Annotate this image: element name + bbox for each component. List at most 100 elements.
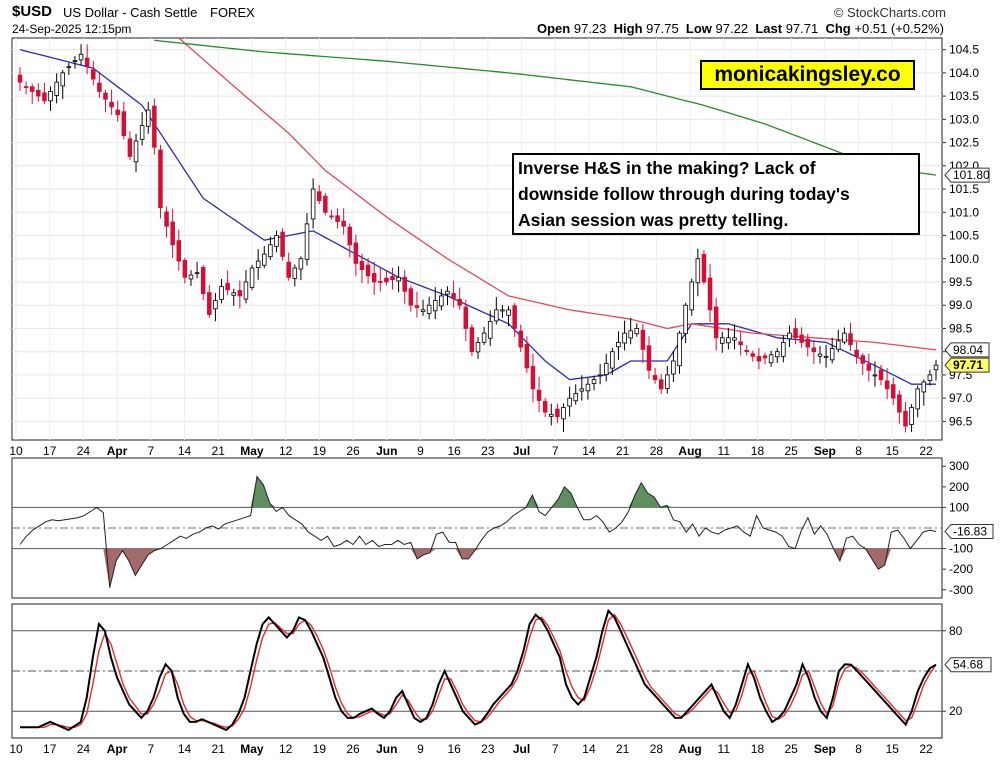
x-axis-label-bottom: 14	[178, 742, 192, 756]
candle-body	[255, 260, 261, 269]
x-axis-label-bottom: 9	[417, 742, 424, 756]
stochastic-k-line	[20, 608, 937, 732]
x-axis-label-bottom: Apr	[107, 742, 128, 756]
candle-body	[768, 354, 774, 364]
candle-body	[72, 60, 78, 62]
x-axis-label-bottom: 28	[650, 742, 664, 756]
candle-body	[152, 105, 157, 148]
stochastic-value-tag	[944, 657, 992, 673]
provider-credit[interactable]: © StockCharts.com	[833, 5, 946, 20]
x-axis-label: 9	[417, 444, 424, 458]
price-value-tag-label: 98.04	[953, 343, 983, 357]
candle-body	[756, 355, 762, 362]
exchange-label: FOREX	[210, 5, 255, 20]
candle-body	[658, 379, 664, 390]
candle-body	[91, 69, 96, 80]
candle-body	[695, 258, 701, 284]
x-axis-label-bottom: 10	[9, 742, 23, 756]
candle-body	[671, 360, 676, 375]
cci-tick-label: 300	[949, 459, 969, 473]
candle-body	[396, 276, 401, 282]
candle-body	[683, 304, 688, 334]
x-axis-label-bottom: 15	[886, 742, 900, 756]
x-axis-label: 19	[313, 444, 327, 458]
candle-body	[243, 281, 249, 300]
last-label: Last	[755, 21, 783, 36]
chart-date: 24-Sep-2025 12:15pm	[12, 22, 132, 36]
x-axis-label: 25	[785, 444, 799, 458]
price-panel-frame	[11, 37, 943, 441]
x-axis-label: 16	[447, 444, 461, 458]
x-axis-label: 15	[886, 444, 900, 458]
price-value-tag-label: 97.71	[953, 358, 983, 372]
candle-body	[506, 309, 511, 316]
candle-body	[378, 281, 383, 283]
x-axis-label: 22	[919, 444, 933, 458]
x-axis-label: 14	[582, 444, 596, 458]
x-axis-label: 14	[178, 444, 192, 458]
candle-body	[414, 305, 420, 308]
candle-body	[286, 261, 291, 278]
candle-body	[48, 91, 53, 102]
cci-oversold-fill	[20, 548, 936, 588]
candle-body	[329, 215, 334, 218]
change-label: Chg	[825, 21, 851, 36]
price-tick-label: 96.5	[949, 414, 973, 428]
candle-body	[713, 306, 719, 339]
candle-body	[384, 277, 389, 283]
candle-body	[323, 195, 328, 213]
candle-body	[512, 305, 517, 329]
candle-body	[665, 374, 670, 390]
candle-body	[720, 337, 725, 344]
candle-body	[652, 375, 658, 380]
candle-body	[500, 309, 505, 312]
candle-body	[23, 86, 29, 89]
candle-body	[402, 276, 407, 292]
candle-body	[726, 337, 731, 344]
candle-body	[634, 328, 640, 335]
x-axis-label-bottom: 21	[616, 742, 630, 756]
candle-body	[640, 329, 646, 350]
x-axis-label: Aug	[678, 444, 701, 458]
candle-body	[646, 345, 652, 371]
candle-body	[549, 414, 554, 417]
candle-body	[17, 74, 23, 83]
candle-body	[439, 295, 444, 307]
candle-body	[848, 333, 853, 346]
x-axis-label-bottom: Sep	[814, 742, 836, 756]
x-axis-label-bottom: 24	[77, 742, 91, 756]
candle-body	[542, 401, 548, 413]
price-tick-label: 97.0	[949, 391, 973, 405]
open-label: Open	[536, 21, 571, 36]
x-axis-label-bottom: 26	[346, 742, 360, 756]
candle-body	[127, 138, 133, 157]
candle-body	[610, 351, 615, 369]
candle-body	[420, 309, 426, 312]
candle-body	[158, 149, 163, 209]
x-axis-label-bottom: 22	[919, 742, 933, 756]
ohlc-readout: Open 97.23 High 97.75 Low 97.22 Last 97.…	[537, 21, 944, 36]
candle-body	[878, 369, 884, 380]
high-value: 97.75	[646, 21, 679, 36]
candle-body	[530, 366, 536, 390]
analysis-note: Inverse H&S in the making? Lack of downs…	[512, 153, 920, 235]
x-axis-label: 7	[147, 444, 154, 458]
candle-body	[494, 309, 499, 322]
x-axis-label: 17	[43, 444, 57, 458]
low-value: 97.22	[715, 21, 749, 36]
candle-body	[145, 109, 151, 127]
candle-body	[194, 272, 200, 275]
candle-body	[738, 341, 743, 346]
x-axis-label-bottom: 12	[279, 742, 293, 756]
candle-body	[249, 267, 255, 288]
candle-body	[866, 363, 872, 371]
candle-body	[469, 327, 475, 353]
candle-body	[903, 410, 908, 427]
candle-body	[518, 330, 524, 348]
change-value: +0.51 (+0.52%)	[854, 21, 944, 36]
x-axis-label: 21	[616, 444, 630, 458]
x-axis-label-bottom: 23	[481, 742, 495, 756]
candle-body	[84, 57, 90, 68]
cci-line	[19, 475, 937, 588]
